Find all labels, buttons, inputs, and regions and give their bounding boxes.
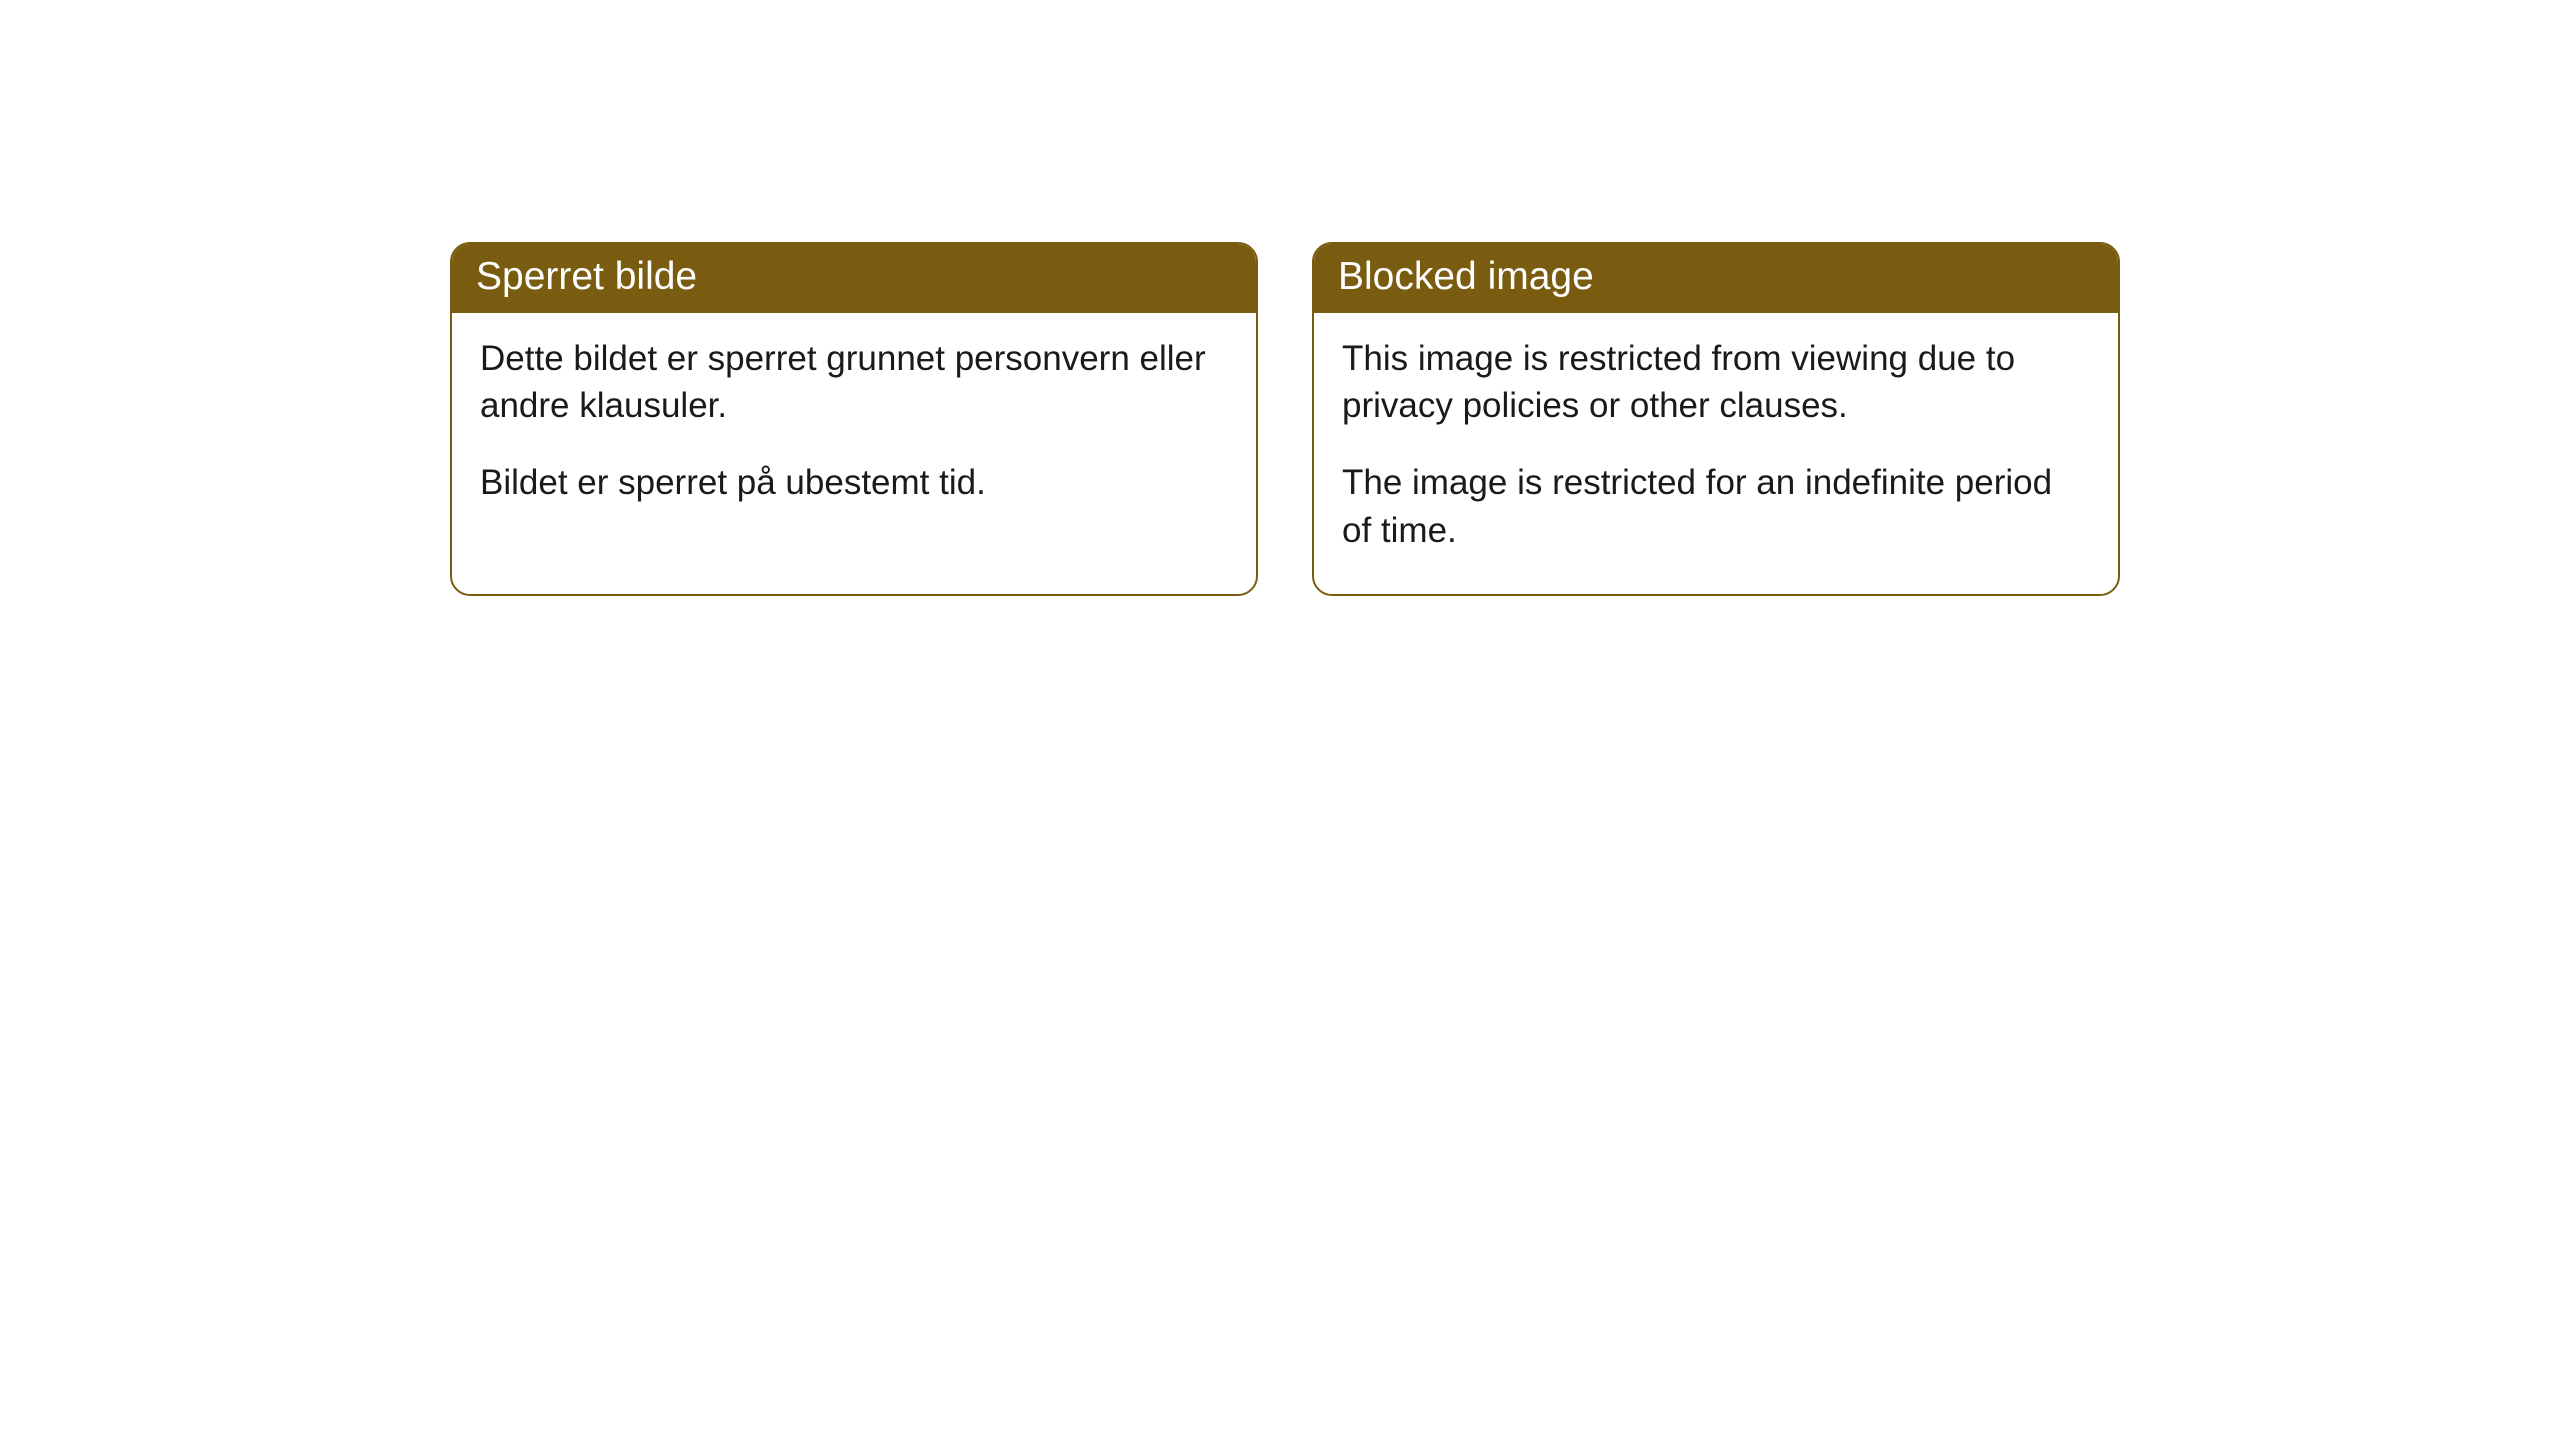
card-paragraph: The image is restricted for an indefinit… bbox=[1342, 459, 2090, 554]
notice-container: Sperret bilde Dette bildet er sperret gr… bbox=[0, 0, 2560, 596]
card-header: Sperret bilde bbox=[452, 244, 1256, 313]
card-header: Blocked image bbox=[1314, 244, 2118, 313]
blocked-image-card-english: Blocked image This image is restricted f… bbox=[1312, 242, 2120, 596]
card-title: Sperret bilde bbox=[476, 255, 697, 298]
card-title: Blocked image bbox=[1338, 255, 1594, 298]
card-paragraph: Bildet er sperret på ubestemt tid. bbox=[480, 459, 1228, 506]
card-paragraph: Dette bildet er sperret grunnet personve… bbox=[480, 335, 1228, 430]
card-paragraph: This image is restricted from viewing du… bbox=[1342, 335, 2090, 430]
blocked-image-card-norwegian: Sperret bilde Dette bildet er sperret gr… bbox=[450, 242, 1258, 596]
card-body: Dette bildet er sperret grunnet personve… bbox=[452, 313, 1256, 547]
card-body: This image is restricted from viewing du… bbox=[1314, 313, 2118, 594]
